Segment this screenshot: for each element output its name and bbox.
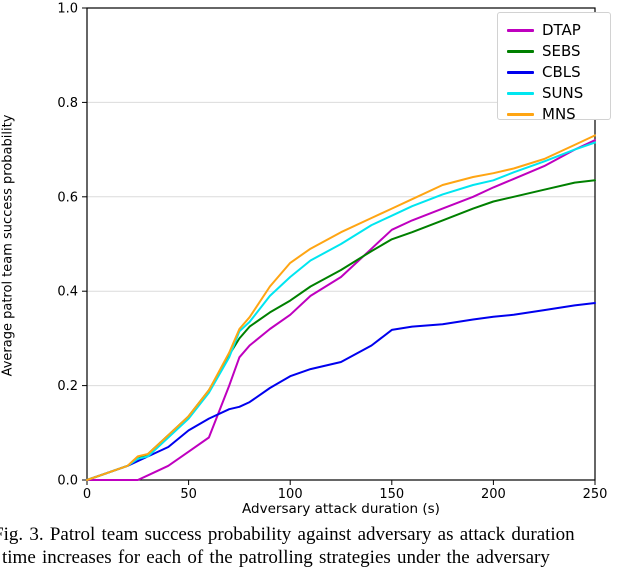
legend-item-suns: SUNS — [498, 83, 610, 104]
dtap-line-swatch — [507, 29, 534, 32]
x-tick-label: 200 — [481, 487, 506, 502]
legend-item-sebs: SEBS — [498, 41, 610, 62]
suns-line-swatch — [507, 92, 534, 95]
series-line-suns — [86, 141, 596, 481]
legend-item-cbls: CBLS — [498, 62, 610, 83]
sebs-line-swatch — [507, 50, 534, 53]
x-tick-label: 0 — [83, 487, 91, 502]
y-tick-label: 0.4 — [57, 285, 78, 300]
legend-label: MNS — [542, 105, 576, 123]
y-tick-label: 1.0 — [57, 2, 78, 17]
mns-line-swatch — [507, 113, 534, 116]
y-axis-label: Average patrol team success probability — [0, 114, 16, 377]
x-axis-label: Adversary attack duration (s) — [242, 501, 440, 517]
series-line-sebs — [86, 179, 596, 481]
series-line-dtap — [86, 139, 596, 481]
legend-item-dtap: DTAP — [498, 20, 610, 41]
x-tick-label: 50 — [180, 487, 197, 502]
y-tick-label: 0.2 — [57, 379, 78, 394]
x-tick-label: 150 — [379, 487, 404, 502]
cbls-line-swatch — [507, 71, 534, 74]
x-tick-label: 100 — [278, 487, 303, 502]
legend-item-mns: MNS — [498, 104, 610, 125]
figure-3: 0 50 100 150 200 250 0.0 0.2 0.4 0.6 0.8 1.0 Averag… — [0, 2, 611, 568]
y-tick-label: 0.0 — [57, 474, 78, 489]
legend-label: SEBS — [542, 42, 581, 60]
legend-label: CBLS — [542, 63, 581, 81]
plot-box — [86, 7, 596, 481]
legend: DTAP SEBS CBLS SUNS MNS — [497, 12, 611, 122]
legend-label: SUNS — [542, 84, 584, 102]
series-line-cbls — [86, 302, 596, 481]
y-tick-label: 0.8 — [57, 96, 78, 111]
figure-caption-clipped: time increases for each of the patrollin… — [2, 547, 550, 568]
y-tick-label: 0.6 — [57, 190, 78, 205]
legend-label: DTAP — [542, 21, 581, 39]
figure-caption: Fig. 3. Patrol team success probability … — [0, 524, 575, 545]
series-line-mns — [86, 134, 596, 481]
x-tick-label: 250 — [583, 487, 608, 502]
line-chart: 0 50 100 150 200 250 0.0 0.2 0.4 0.6 0.8 1.0 — [57, 2, 608, 503]
